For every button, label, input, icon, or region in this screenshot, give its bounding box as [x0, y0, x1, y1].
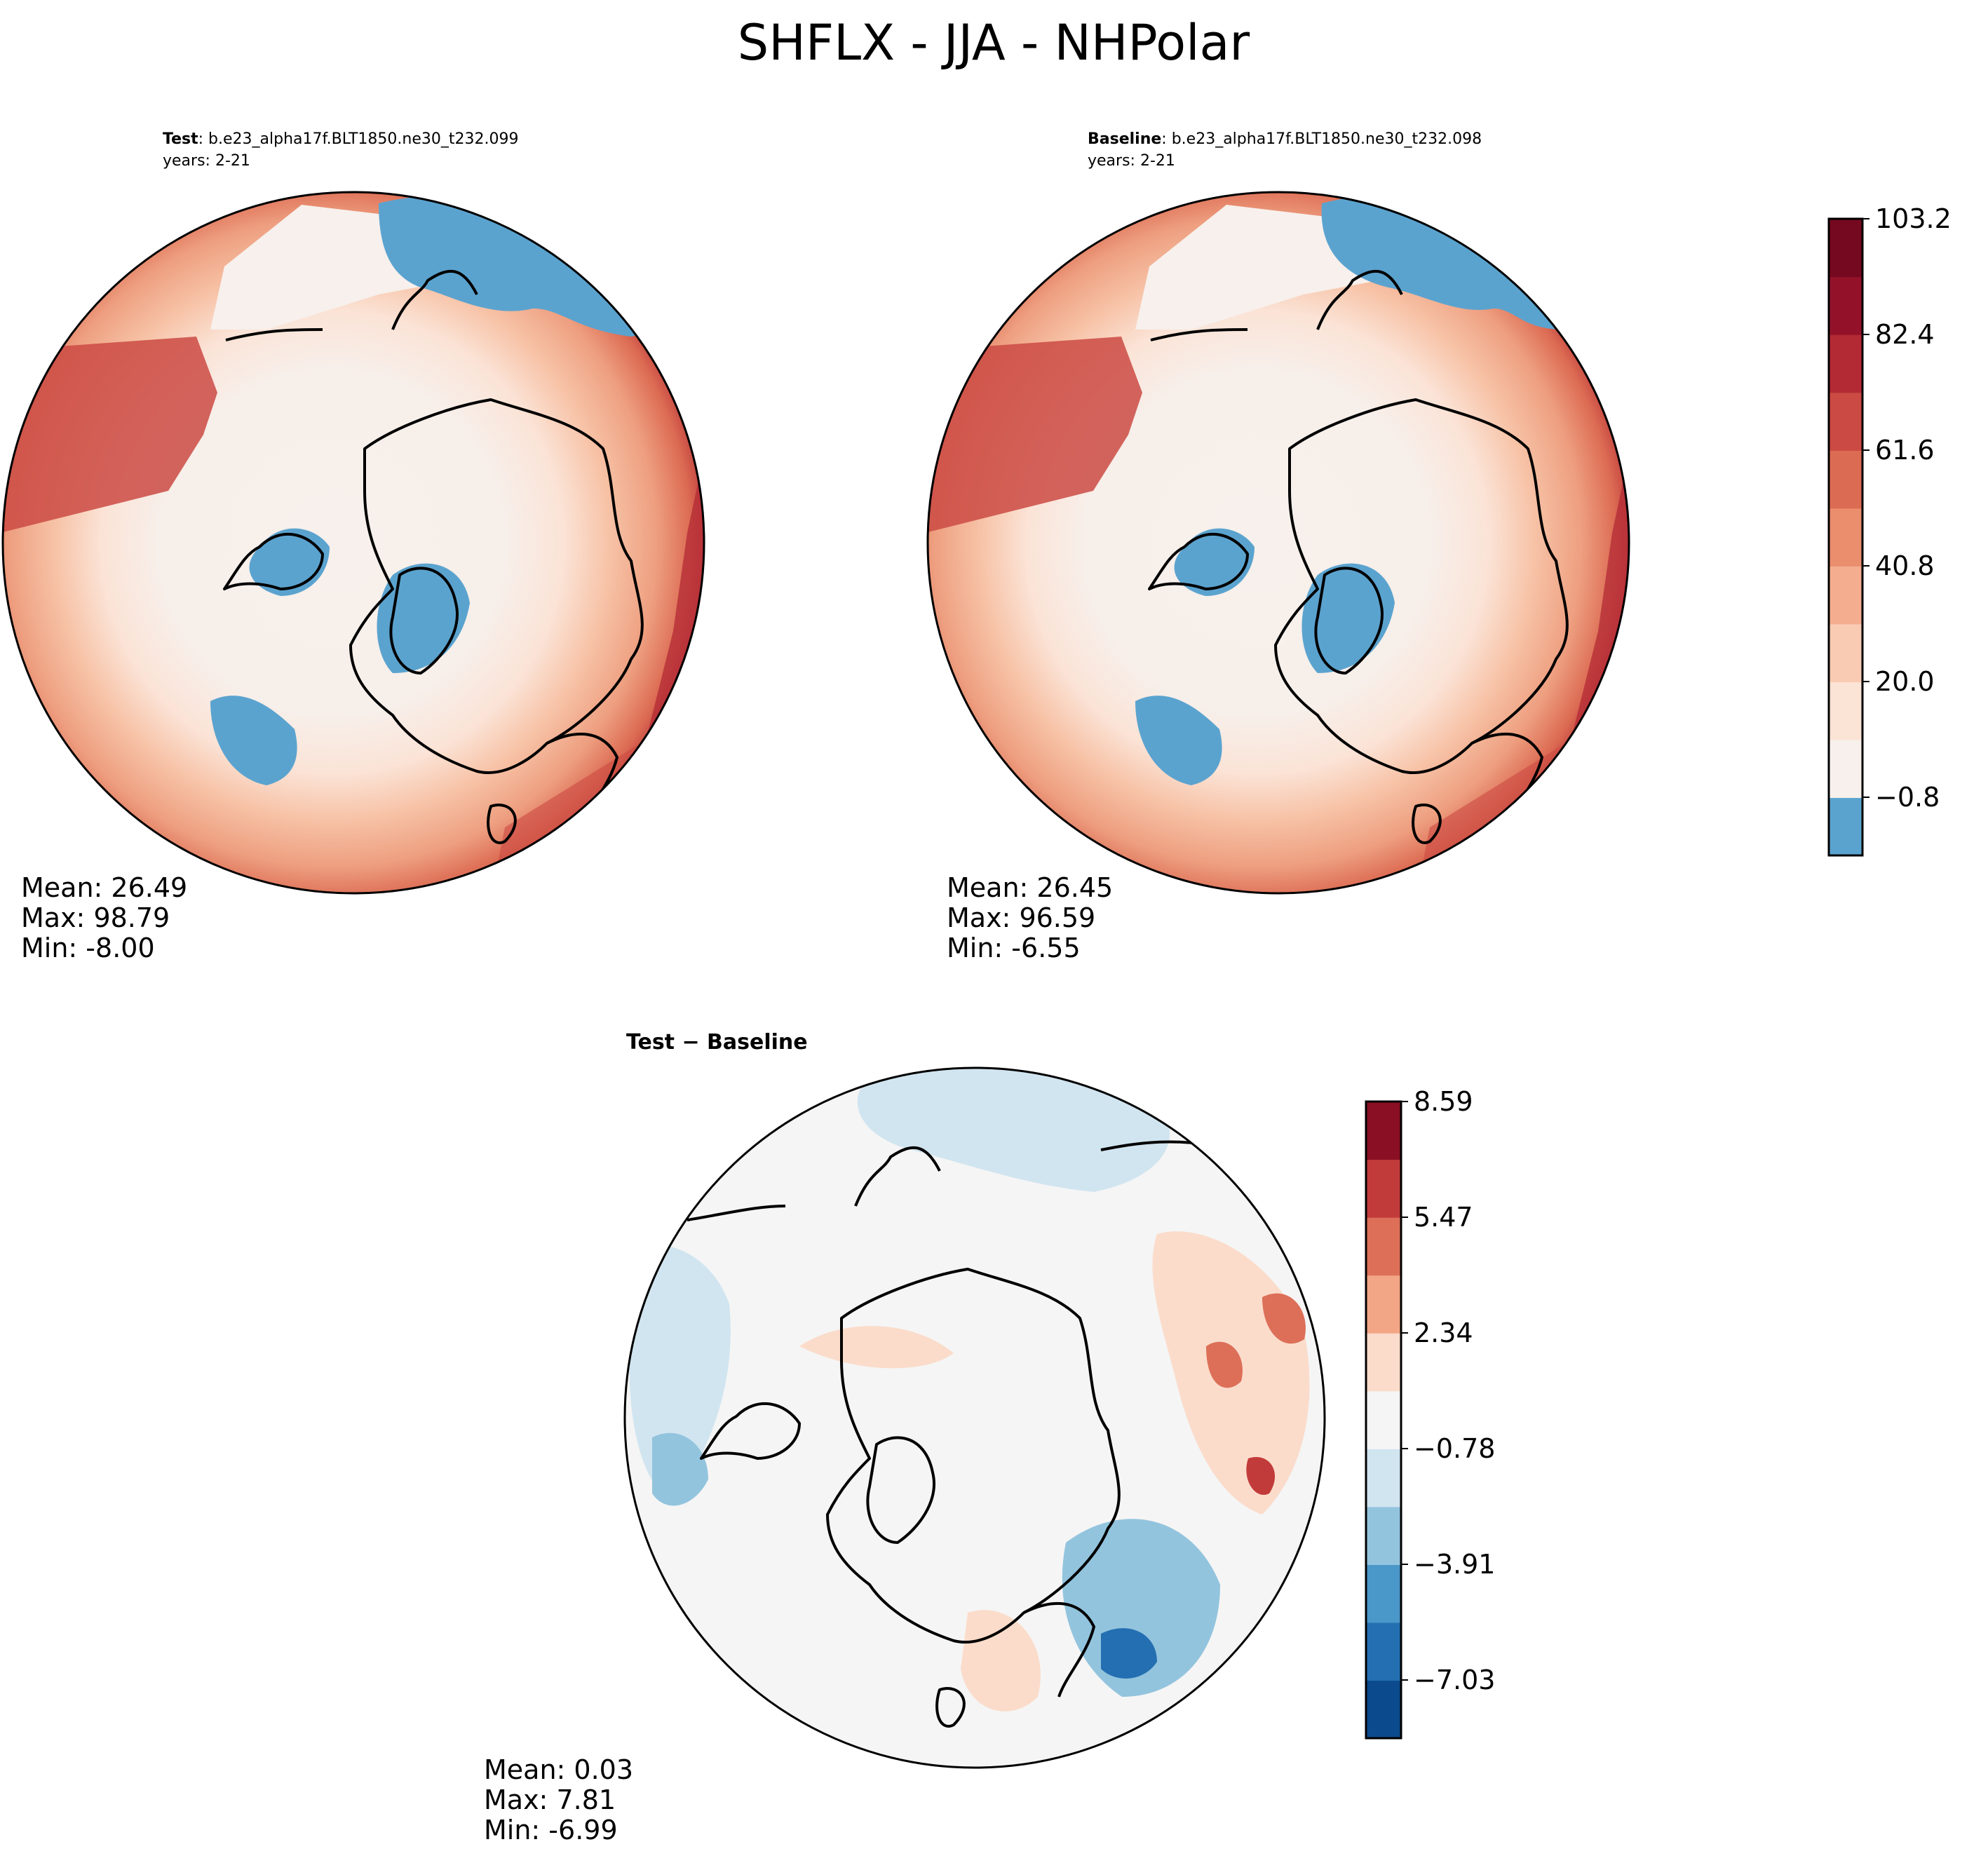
diff-red-west-ring — [799, 1326, 954, 1369]
diff-coastline-hudson — [700, 1402, 801, 1460]
diff-map-border — [623, 1066, 1326, 1769]
main-tick-label: 40.8 — [1875, 550, 1935, 581]
main-colorbar-band — [1829, 276, 1862, 335]
diff-red-east-hot3 — [1246, 1457, 1276, 1495]
test-stat-max: Max: 98.79 — [21, 902, 170, 933]
diff-colorbar-band — [1366, 1333, 1401, 1392]
diff-coastline-greenland — [866, 1436, 935, 1544]
main-colorbar-band — [1829, 334, 1862, 393]
test-stat-min: Min: -8.00 — [21, 933, 155, 963]
main-colorbar-band — [1829, 623, 1862, 682]
diff-stat-min: Min: -6.99 — [484, 1815, 618, 1845]
test-stat-mean: Mean: 26.49 — [21, 872, 187, 903]
diff-colorbar-band — [1366, 1159, 1401, 1218]
diff-tick-label: 5.47 — [1414, 1202, 1473, 1233]
diff-blue-north — [857, 1068, 1170, 1192]
diff-map — [625, 1068, 1325, 1768]
diff-tick-label: −7.03 — [1414, 1665, 1495, 1695]
baseline-stat-min: Min: -6.55 — [947, 933, 1081, 963]
main-colorbar-frame — [1827, 217, 1864, 857]
diff-colorbar-band — [1366, 1449, 1401, 1507]
main-colorbar-bands — [1829, 219, 1862, 856]
diff-panel: Test − Baseline Mean: 0.03 Max: 7.81 Min… — [484, 1030, 1326, 1845]
diff-tick-label: 8.59 — [1414, 1086, 1473, 1117]
main-colorbar-band — [1829, 392, 1862, 451]
test-years: years: 2-21 — [163, 152, 250, 170]
baseline-hot-west — [928, 337, 1142, 533]
test-label-case: : b.e23_alpha17f.BLT1850.ne30_t232.099 — [198, 130, 519, 148]
main-tick-label: 82.4 — [1875, 319, 1935, 350]
main-colorbar: 103.2 82.4 61.6 40.8 20.0 −0.8 — [1827, 203, 1952, 857]
baseline-map-border — [926, 191, 1630, 895]
diff-panel-title: Test − Baseline — [626, 1030, 808, 1055]
figure-title: SHFLX - JJA - NHPolar — [738, 14, 1250, 72]
test-map-border — [1, 191, 705, 895]
baseline-stat-max: Max: 96.59 — [947, 902, 1095, 933]
main-colorbar-band — [1829, 508, 1862, 567]
main-tick-label: −0.8 — [1875, 782, 1940, 813]
diff-colorbar-frame — [1365, 1100, 1402, 1740]
diff-colorbar-bands — [1366, 1102, 1401, 1739]
diff-colorbar-band — [1366, 1622, 1401, 1681]
baseline-coastline-greenland — [1314, 567, 1384, 675]
baseline-coastline-ring — [1274, 398, 1569, 774]
diff-stat-mean: Mean: 0.03 — [484, 1754, 633, 1785]
diff-tick-label: 2.34 — [1414, 1317, 1473, 1348]
diff-tick-label: −3.91 — [1414, 1549, 1495, 1580]
baseline-blue-labrador — [1135, 696, 1222, 785]
diff-blue-west-deep — [652, 1432, 708, 1506]
baseline-coastline-hudson — [1148, 533, 1249, 590]
diff-colorbar-band — [1366, 1275, 1401, 1334]
diff-red-east-hot1 — [1206, 1341, 1243, 1388]
diff-red-east-hot2 — [1262, 1293, 1306, 1344]
baseline-label-case: : b.e23_alpha17f.BLT1850.ne30_t232.098 — [1161, 130, 1482, 148]
diff-colorbar-band — [1366, 1390, 1401, 1449]
diff-colorbar-band — [1366, 1506, 1401, 1565]
main-colorbar-band — [1829, 797, 1862, 856]
test-blue-labrador — [210, 696, 297, 785]
test-panel-title: Test: b.e23_alpha17f.BLT1850.ne30_t232.0… — [163, 130, 518, 148]
main-colorbar-band — [1829, 566, 1862, 625]
diff-coastline-ring — [826, 1268, 1121, 1644]
diff-tick-label: −0.78 — [1414, 1433, 1495, 1464]
baseline-panel-title: Baseline: b.e23_alpha17f.BLT1850.ne30_t2… — [1088, 130, 1482, 148]
main-colorbar-band — [1829, 682, 1862, 740]
test-coastline-greenland — [389, 567, 459, 675]
main-colorbar-band — [1829, 219, 1862, 278]
diff-colorbar-band — [1366, 1102, 1401, 1160]
test-panel: Test: b.e23_alpha17f.BLT1850.ne30_t232.0… — [1, 130, 705, 963]
diff-coastline-europe — [935, 1601, 1095, 1728]
test-hot-west — [3, 337, 217, 533]
diff-colorbar-band — [1366, 1564, 1401, 1623]
baseline-years: years: 2-21 — [1088, 152, 1175, 170]
main-tick-label: 20.0 — [1875, 666, 1935, 697]
test-coastline-ring — [349, 398, 644, 774]
test-coastline-hudson — [223, 533, 324, 590]
diff-colorbar-band — [1366, 1217, 1401, 1276]
test-label-bold: Test — [163, 130, 198, 148]
diff-stat-max: Max: 7.81 — [484, 1784, 616, 1815]
main-tick-label: 103.2 — [1875, 203, 1952, 234]
baseline-stat-mean: Mean: 26.45 — [947, 872, 1113, 903]
diff-colorbar: 8.59 5.47 2.34 −0.78 −3.91 −7.03 — [1365, 1086, 1495, 1740]
baseline-label-bold: Baseline — [1088, 130, 1161, 148]
main-tick-label: 61.6 — [1875, 435, 1935, 466]
main-colorbar-band — [1829, 450, 1862, 509]
diff-colorbar-band — [1366, 1680, 1401, 1739]
diff-red-south — [961, 1610, 1041, 1712]
main-colorbar-band — [1829, 739, 1862, 799]
diff-blue-southeast-deep — [1101, 1628, 1157, 1679]
baseline-panel: Baseline: b.e23_alpha17f.BLT1850.ne30_t2… — [926, 130, 1630, 963]
